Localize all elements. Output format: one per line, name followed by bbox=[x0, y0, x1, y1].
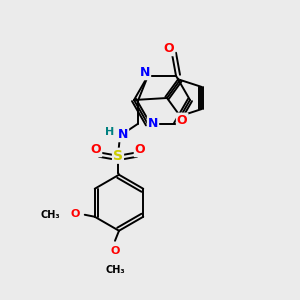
Text: H: H bbox=[105, 127, 115, 137]
Text: N: N bbox=[140, 66, 150, 79]
Text: O: O bbox=[135, 143, 145, 156]
Text: O: O bbox=[70, 209, 80, 219]
Text: O: O bbox=[177, 114, 188, 127]
Text: N: N bbox=[118, 128, 128, 141]
Text: S: S bbox=[113, 149, 123, 163]
Text: CH₃: CH₃ bbox=[105, 265, 125, 275]
Text: O: O bbox=[164, 42, 174, 55]
Text: O: O bbox=[110, 246, 120, 256]
Text: CH₃: CH₃ bbox=[41, 210, 61, 220]
Text: O: O bbox=[91, 143, 101, 156]
Text: N: N bbox=[148, 117, 158, 130]
